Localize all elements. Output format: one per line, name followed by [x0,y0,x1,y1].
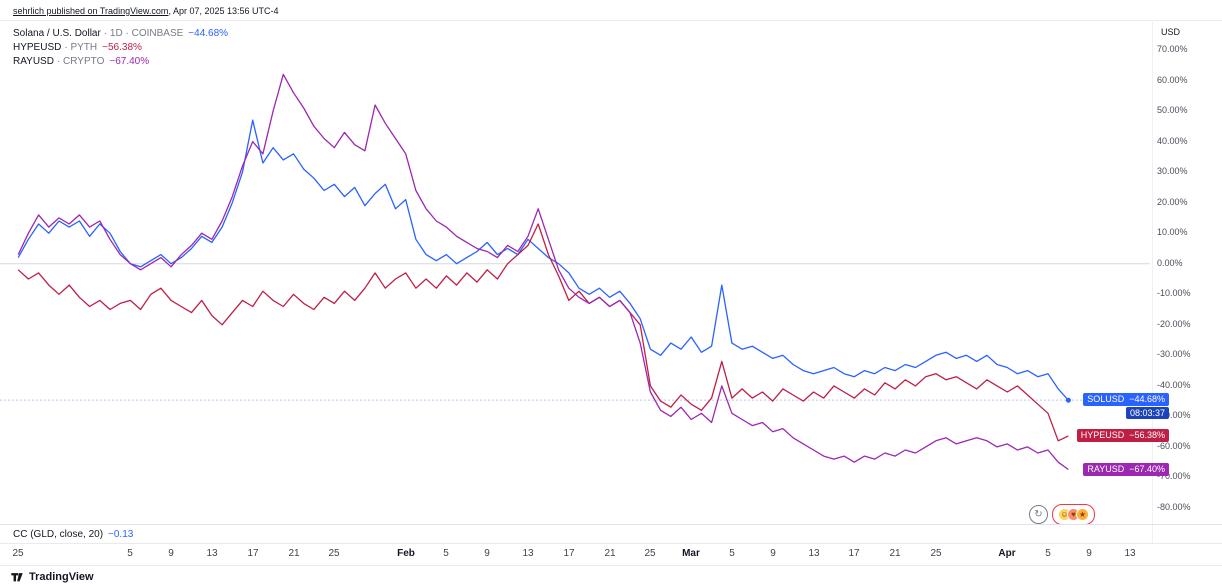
price-scale-label: -20.00% [1157,318,1191,329]
time-scale-day-label: 13 [522,548,534,559]
price-badge-hypeusd[interactable]: HYPEUSD −56.38% [1076,428,1169,442]
price-scale-unit: USD [1161,27,1181,37]
time-scale-day-label: 21 [288,548,300,559]
series-line-solusd [17,119,1069,401]
legend-row-hypeusd[interactable]: HYPEUSD · PYTH −56.38% [13,41,228,55]
price-scale-label: 60.00% [1157,74,1188,85]
legend-change-value: −44.68% [188,28,229,39]
time-scale-month-label: Feb [397,548,415,559]
price-scale-label: 40.00% [1157,135,1188,146]
time-scale-day-label: 13 [206,548,218,559]
replay-icon[interactable]: ↻ [1029,505,1048,524]
attribution: sehrlich published on TradingView.com, A… [13,6,279,16]
badge-value: −56.38% [1129,429,1165,440]
badge-value: −44.68% [1129,394,1165,405]
legend-symbol-meta: · 1D · COINBASE [103,28,184,39]
legend-symbol-name: RAYUSD [13,56,54,67]
price-badge-solusd[interactable]: SOLUSD −44.68% [1083,393,1169,407]
time-scale-border [0,543,1222,544]
legend-symbol-meta: · PYTH [64,42,98,53]
legend-row-rayusd[interactable]: RAYUSD · CRYPTO −67.40% [13,55,228,69]
solusd-last-price-dot [1065,397,1071,403]
time-scale-day-label: 5 [729,548,735,559]
chart-legend: Solana / U.S. Dollar · 1D · COINBASE −44.6… [13,27,228,69]
price-scale-label: -10.00% [1157,288,1191,299]
time-scale-day-label: 13 [1124,548,1136,559]
indicator-label: CC (GLD, close, 20) [13,529,104,540]
replay-glyph: ↻ [1034,509,1043,520]
price-scale-label: 70.00% [1157,44,1188,54]
time-scale-day-label: 5 [1045,548,1051,559]
series-line-rayusd [17,73,1069,471]
price-scale-label: -30.00% [1157,349,1191,360]
price-scale-label: 10.00% [1157,227,1188,238]
attribution-link[interactable]: sehrlich published on TradingView.com [13,6,169,16]
series-line-hypeusd [17,223,1069,442]
time-scale-day-label: 21 [604,548,616,559]
chart-widget-top-border [0,20,1222,21]
time-scale-month-label: Apr [998,548,1016,559]
time-scale-day-label: 5 [127,548,133,559]
time-scale-day-label: 25 [930,548,942,559]
time-scale-day-label: 9 [770,548,776,559]
legend-symbol-name: HYPEUSD [13,42,62,53]
legend-symbol-name: Solana / U.S. Dollar [13,28,101,39]
time-scale-day-label: 21 [889,548,901,559]
time-scale-day-label: 17 [247,548,259,559]
time-scale-day-label: 25 [644,548,656,559]
price-scale-label: 0.00% [1157,257,1183,268]
legend-row-solusd[interactable]: Solana / U.S. Dollar · 1D · COINBASE −44.6… [13,27,228,41]
badge-symbol: RAYUSD [1087,463,1125,474]
time-scale-day-label: 25 [328,548,340,559]
time-scale-day-label: 17 [848,548,860,559]
price-scale-label: -60.00% [1157,440,1191,451]
time-scale-month-label: Mar [682,548,700,559]
badge-value: −67.40% [1129,463,1165,474]
pane-separator[interactable] [0,524,1222,525]
price-scale-label: 30.00% [1157,166,1188,177]
footer-border [0,565,1222,566]
reaction-emoji-icon[interactable]: ★ [1076,508,1089,521]
price-scale-label: -40.00% [1157,379,1191,390]
price-scale-border [1152,20,1153,543]
time-scale-day-label: 9 [484,548,490,559]
indicator-value: −0.13 [108,529,134,540]
bar-close-countdown: 08:03:37 [1125,407,1169,420]
price-scale-label: -50.00% [1157,410,1191,421]
time-scale-day-label: 9 [1086,548,1092,559]
reactions-pill[interactable]: ☺ ♥ ★ [1052,504,1095,525]
legend-change-value: −56.38% [102,42,142,53]
price-scale-label: -80.00% [1157,502,1191,512]
badge-symbol: HYPEUSD [1080,429,1125,440]
time-scale-day-label: 17 [563,548,575,559]
time-scale-day-label: 9 [168,548,174,559]
time-scale-day-label: 5 [443,548,449,559]
footer: TradingView [0,566,1222,588]
legend-change-value: −67.40% [109,56,150,67]
brand-name[interactable]: TradingView [29,571,94,583]
badge-symbol: SOLUSD [1087,394,1125,405]
time-scale-day-label: 25 [12,548,24,559]
indicator-legend[interactable]: CC (GLD, close, 20) −0.13 [13,529,133,540]
time-scale-day-label: 13 [808,548,820,559]
attribution-date: , Apr 07, 2025 13:56 UTC-4 [168,6,279,16]
price-scale-label: 50.00% [1157,105,1188,116]
price-scale-label: 20.00% [1157,196,1188,207]
price-badge-rayusd[interactable]: RAYUSD −67.40% [1083,462,1169,476]
tradingview-logo-icon[interactable] [10,570,24,584]
legend-symbol-meta: · CRYPTO [56,56,105,67]
price-scale-label: -70.00% [1157,471,1191,482]
